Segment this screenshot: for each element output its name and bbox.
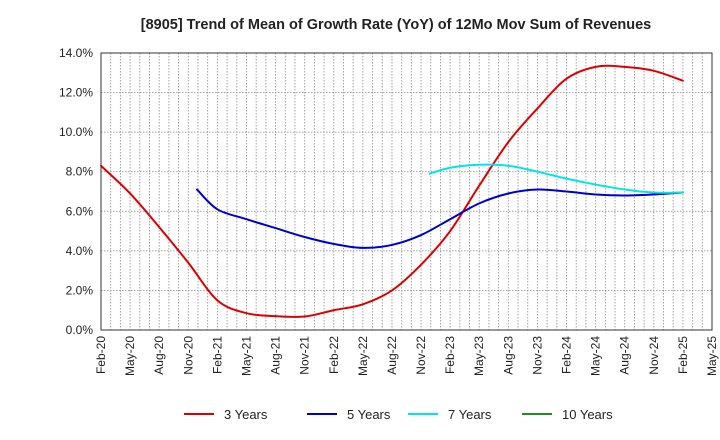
series-line-5-years (196, 188, 684, 249)
x-tick-label: Feb-23 (443, 336, 457, 374)
legend-item-7-years: 7 Years (408, 407, 492, 422)
legend-label: 7 Years (448, 407, 492, 422)
x-tick-label: Nov-22 (414, 336, 428, 375)
y-tick-label: 14.0% (59, 46, 93, 60)
series-lines (100, 64, 684, 319)
x-tick-label: Aug-22 (385, 336, 399, 375)
x-tick-label: May-25 (705, 336, 719, 376)
legend-item-3-years: 3 Years (184, 407, 268, 422)
legend: 3 Years 5 Years 7 Years 10 Years (184, 407, 613, 422)
x-tick-label: Feb-25 (676, 336, 690, 374)
legend-label: 5 Years (347, 407, 391, 422)
x-tick-label: May-22 (356, 336, 370, 376)
y-tick-label: 0.0% (66, 323, 94, 337)
x-tick-label: May-24 (589, 336, 603, 376)
x-tick-label: Feb-20 (94, 336, 108, 374)
y-tick-label: 8.0% (66, 165, 94, 179)
x-tick-label: Aug-20 (152, 336, 166, 375)
y-tick-label: 6.0% (66, 204, 94, 218)
x-tick-label: Nov-23 (530, 336, 544, 375)
legend-label: 10 Years (562, 407, 613, 422)
legend-item-10-years: 10 Years (522, 407, 613, 422)
series-line-3-years (100, 64, 684, 319)
x-tick-label: Aug-24 (618, 336, 632, 375)
x-tick-label: Aug-23 (501, 336, 515, 375)
legend-label: 3 Years (224, 407, 268, 422)
y-axis-ticks: 0.0% 2.0% 4.0% 6.0% 8.0% 10.0% 12.0% 14.0% (59, 46, 93, 337)
legend-item-5-years: 5 Years (307, 407, 391, 422)
y-tick-label: 12.0% (59, 86, 93, 100)
x-tick-label: May-20 (123, 336, 137, 376)
y-tick-label: 2.0% (66, 283, 94, 297)
y-tick-label: 4.0% (66, 244, 94, 258)
plot-frame (100, 52, 713, 331)
x-tick-label: May-23 (472, 336, 486, 376)
grid (101, 53, 712, 330)
x-tick-label: Nov-21 (298, 336, 312, 375)
x-tick-label: Aug-21 (269, 336, 283, 375)
series-line-7-years (428, 163, 684, 194)
x-tick-label: Feb-24 (560, 336, 574, 374)
x-axis-ticks: Feb-20 May-20 Aug-20 Nov-20 Feb-21 May-21 Aug-… (94, 336, 719, 376)
x-tick-label: Feb-21 (210, 336, 224, 374)
x-tick-label: Nov-24 (647, 336, 661, 375)
y-tick-label: 10.0% (59, 125, 93, 139)
x-tick-label: May-21 (239, 336, 253, 376)
x-tick-label: Feb-22 (327, 336, 341, 374)
chart-title: [8905] Trend of Mean of Growth Rate (YoY… (141, 17, 652, 33)
x-tick-label: Nov-20 (181, 336, 195, 375)
